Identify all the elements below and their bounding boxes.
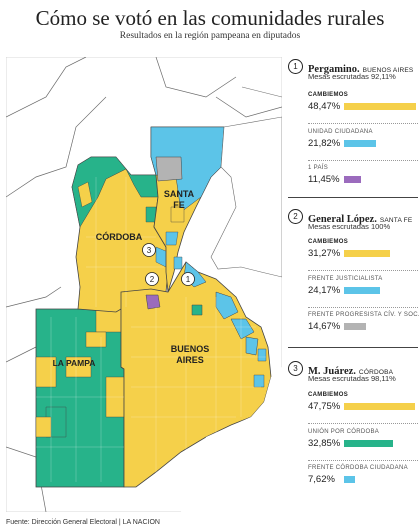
map-marker-3: 3: [142, 243, 156, 257]
party-pct: 14,67%: [308, 321, 341, 332]
party-bar: [344, 287, 380, 294]
region-number: 2: [288, 209, 303, 224]
party-row: CAMBIEMOS 48,47%: [308, 92, 418, 113]
map-marker-2: 2: [145, 272, 159, 286]
region-name: General López.: [308, 214, 377, 225]
party-pct: 48,47%: [308, 101, 341, 112]
svg-text:1: 1: [186, 275, 191, 284]
party-label: CAMBIEMOS: [308, 92, 349, 98]
region-title: General López. SANTA FE: [308, 209, 412, 227]
page-title: Cómo se votó en las comunidades rurales: [35, 6, 385, 30]
region-name: M. Juárez.: [308, 366, 356, 377]
map: SANTA FE CÓRDOBA BUENOS AIRES LA PAMPA 1…: [5, 56, 283, 513]
party-label: CAMBIEMOS: [308, 392, 349, 398]
region-number: 3: [288, 361, 303, 376]
party-row: FRENTE PROGRESISTA CÍV. Y SOC. 14,67%: [308, 312, 420, 333]
svg-text:3: 3: [147, 246, 152, 255]
party-row: CAMBIEMOS 47,75%: [308, 392, 418, 413]
party-label: 1 PAÍS: [308, 165, 329, 171]
party-pct: 31,27%: [308, 248, 341, 259]
map-label-santa-fe-2: FE: [173, 200, 185, 210]
region-number: 1: [288, 59, 303, 74]
party-bar: [344, 440, 393, 447]
party-pct: 21,82%: [308, 138, 341, 149]
party-bar: [344, 103, 416, 110]
region-title: M. Juárez. CÓRDOBA: [308, 361, 393, 379]
region-title: Pergamino. BUENOS AIRES: [308, 59, 413, 77]
region-mesas: Mesas escrutadas 100%: [308, 222, 391, 231]
party-row: CAMBIEMOS 31,27%: [308, 239, 418, 260]
party-label: CAMBIEMOS: [308, 239, 349, 245]
map-label-buenos-aires: BUENOS: [171, 344, 210, 354]
party-label: UNIÓN POR CÓRDOBA: [308, 429, 380, 435]
region-name: Pergamino.: [308, 64, 360, 75]
party-label: FRENTE CÓRDOBA CIUDADANA: [308, 465, 408, 471]
region-mesas: Mesas escrutadas 98,11%: [308, 374, 396, 383]
source-credit: Fuente: Dirección General Electoral | LA…: [6, 519, 160, 526]
party-bar: [344, 250, 390, 257]
region-province: SANTA FE: [379, 217, 413, 224]
map-label-buenos-aires-2: AIRES: [176, 355, 204, 365]
party-bar: [344, 176, 361, 183]
party-label: FRENTE JUSTICIALISTA: [308, 276, 383, 282]
region-mesas: Mesas escrutadas 92,11%: [308, 72, 396, 81]
party-pct: 7,62%: [308, 474, 335, 485]
party-bar: [344, 403, 415, 410]
region-province: BUENOS AIRES: [362, 67, 414, 74]
party-row: 1 PAÍS 11,45%: [308, 165, 418, 186]
region-province: CÓRDOBA: [358, 369, 394, 376]
party-pct: 47,75%: [308, 401, 341, 412]
party-pct: 11,45%: [308, 174, 340, 185]
svg-text:2: 2: [150, 275, 155, 284]
party-label: FRENTE PROGRESISTA CÍV. Y SOC.: [308, 312, 420, 318]
party-bar: [344, 476, 355, 483]
party-pct: 32,85%: [308, 438, 341, 449]
map-label-la-pampa: LA PAMPA: [53, 358, 96, 368]
map-marker-1: 1: [181, 272, 195, 286]
map-label-santa-fe: SANTA: [164, 189, 195, 199]
page-subtitle: Resultados en la región pampeana en dipu…: [119, 31, 301, 41]
party-bar: [344, 323, 366, 330]
party-row: FRENTE JUSTICIALISTA 24,17%: [308, 276, 418, 297]
map-label-cordoba: CÓRDOBA: [96, 231, 143, 242]
party-row: FRENTE CÓRDOBA CIUDADANA 7,62%: [308, 465, 418, 486]
party-row: UNIDAD CIUDADANA 21,82%: [308, 129, 418, 150]
party-bar: [344, 140, 376, 147]
party-label: UNIDAD CIUDADANA: [308, 129, 373, 135]
party-pct: 24,17%: [308, 285, 341, 296]
party-row: UNIÓN POR CÓRDOBA 32,85%: [308, 429, 418, 450]
